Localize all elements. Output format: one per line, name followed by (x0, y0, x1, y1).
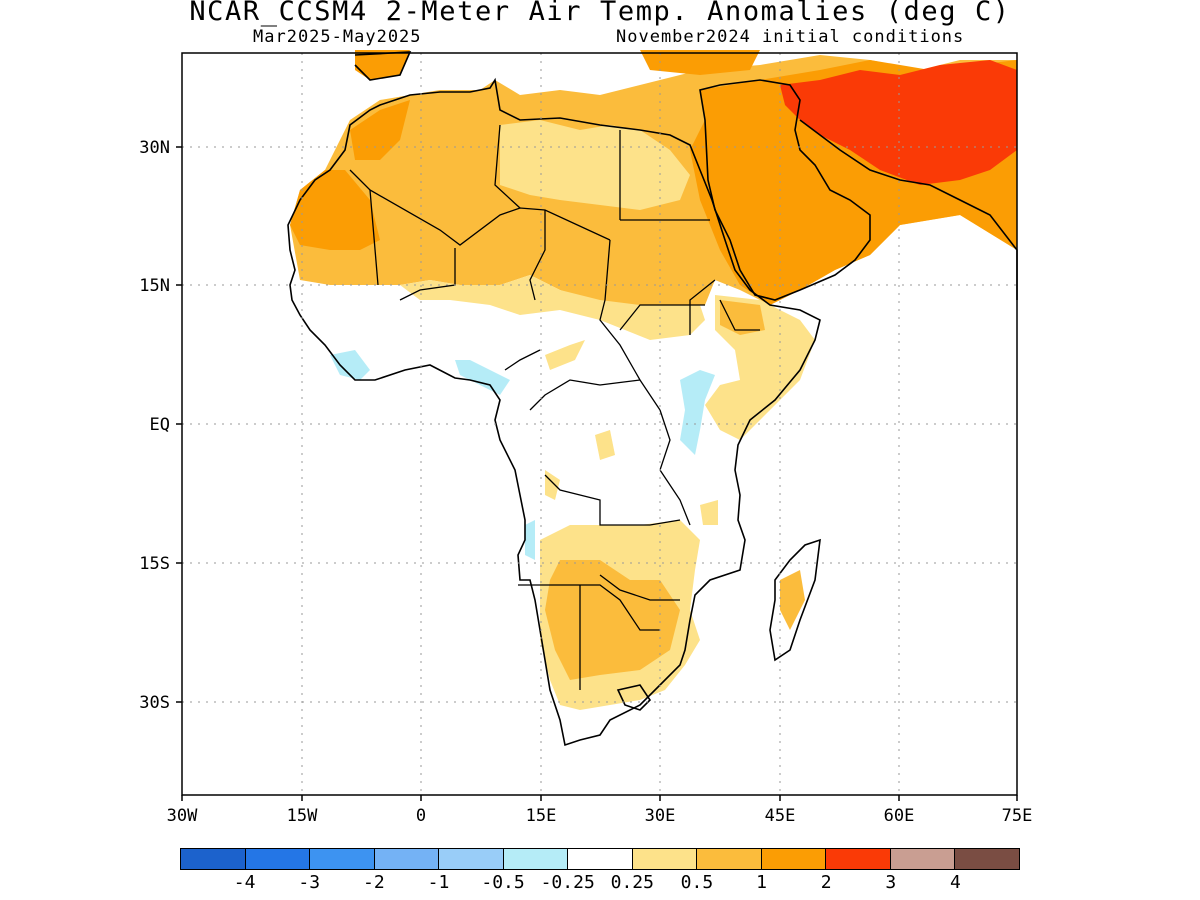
colorbar-swatch (955, 849, 1019, 869)
colorbar-swatch (826, 849, 891, 869)
lon-label: 30W (167, 806, 198, 826)
anomaly-shading (290, 50, 1017, 710)
colorbar-swatch (374, 849, 440, 869)
colorbar-label: -4 (233, 872, 256, 893)
colorbar-label: 4 (949, 872, 961, 893)
colorbar-label: -2 (363, 872, 385, 893)
colorbar-swatch (181, 849, 246, 869)
lon-label: 75E (1002, 806, 1033, 826)
lon-label: 30E (645, 806, 676, 826)
colorbar-label: -0.5 (481, 872, 525, 893)
colorbar-label: 0.25 (610, 872, 654, 893)
lon-label: 0 (416, 806, 426, 826)
lon-label: 45E (765, 806, 796, 826)
lon-label: 60E (884, 806, 915, 826)
colorbar-swatch (439, 849, 504, 869)
graticule (182, 53, 1017, 795)
colorbar-label: -0.25 (540, 872, 595, 893)
colorbar-label: 3 (885, 872, 897, 893)
initial-conditions: November2024 initial conditions (616, 27, 965, 47)
lon-label: 15E (526, 806, 557, 826)
map-title: NCAR_CCSM4 2-Meter Air Temp. Anomalies (… (189, 0, 1011, 27)
lat-label: EQ (150, 415, 170, 435)
colorbar-label: 2 (820, 872, 832, 893)
colorbar-swatch (568, 849, 633, 869)
colorbar-label: -3 (298, 872, 321, 893)
lat-label: 30S (139, 693, 170, 713)
lon-label: 15W (287, 806, 318, 826)
coastlines (287, 51, 1018, 747)
colorbar-swatch (632, 849, 698, 869)
colorbar-swatch (245, 849, 311, 869)
colorbar-swatch (697, 849, 762, 869)
lat-label: 15N (139, 276, 170, 296)
colorbar-label: 0.5 (680, 872, 714, 893)
colorbar-swatch (890, 849, 956, 869)
colorbar-label: -1 (427, 872, 450, 893)
forecast-period: Mar2025-May2025 (253, 27, 422, 47)
colorbar-swatch (503, 849, 569, 869)
lat-label: 15S (139, 554, 170, 574)
colorbar-swatch (310, 849, 375, 869)
colorbar-label: 1 (756, 872, 767, 893)
map-axes: 30N 15N EQ 15S 30S 30W 15W 0 15E 30E 45E 60E 75E (139, 138, 1032, 826)
lat-label: 30N (139, 138, 170, 158)
colorbar-swatch (761, 849, 827, 869)
colorbar (180, 848, 1020, 870)
